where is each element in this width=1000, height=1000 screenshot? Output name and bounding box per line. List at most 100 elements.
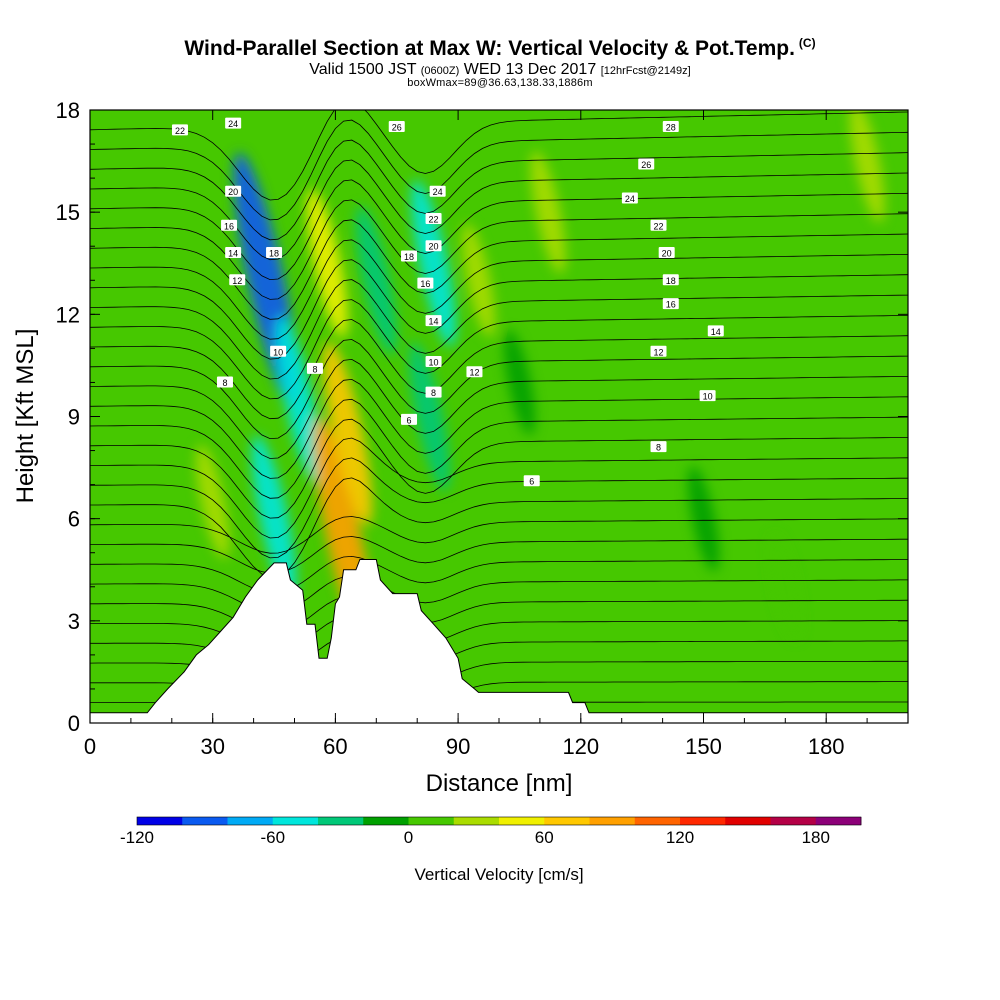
isentrope-line: [90, 358, 908, 459]
plot-area: 22 24 20 16 14 12 18 10 8 8 26 24 22 20 18 16 14 10 8 12 6 6 2…: [90, 110, 908, 723]
colorbar-swatch: [725, 817, 771, 825]
contour-label: 18: [401, 250, 418, 262]
isentrope-line: [90, 575, 908, 614]
colorbar-swatch: [408, 817, 455, 825]
colorbar-label: 180: [802, 828, 830, 847]
y-tick-label: 9: [68, 405, 80, 430]
velocity-feature-2: [276, 316, 321, 483]
isentrope-line: [90, 378, 908, 479]
contour-label-text: 12: [232, 276, 242, 286]
contour-label-text: 12: [469, 368, 479, 378]
colorbar-title: Vertical Velocity [cm/s]: [414, 865, 583, 884]
colorbar-swatch: [815, 817, 862, 825]
x-tick-label: 60: [323, 734, 347, 759]
contour-label: 10: [699, 390, 716, 402]
velocity-feature-15: [849, 110, 885, 223]
colorbar-swatch: [680, 817, 726, 825]
isentrope-line: [90, 457, 908, 559]
colorbar-swatch: [182, 817, 228, 825]
contour-label: 8: [216, 376, 233, 388]
velocity-feature-13: [687, 466, 720, 572]
velocity-feature-10: [503, 330, 536, 435]
contour-label: 26: [388, 121, 405, 133]
colorbar-swatch: [499, 817, 545, 825]
contour-label: 16: [662, 298, 679, 310]
contour-label: 18: [266, 247, 283, 259]
colorbar-swatch: [137, 817, 183, 825]
isentrope-line: [90, 595, 908, 634]
contour-label: 14: [707, 325, 724, 337]
x-tick-label: 120: [562, 734, 599, 759]
corner-tag: (C): [798, 36, 816, 50]
x-axis-label: Distance [nm]: [426, 770, 573, 797]
isentrope-line: [90, 516, 908, 554]
contour-label-text: 8: [222, 378, 227, 388]
x-tick-label: 180: [808, 734, 845, 759]
colorbar-label: 0: [404, 828, 413, 847]
chart-title-main: Wind-Parallel Section at Max W: Vertical…: [184, 37, 795, 60]
contour-label: 8: [650, 441, 667, 453]
isentrope-line: [90, 418, 908, 519]
contour-label-text: 22: [654, 221, 664, 231]
contour-label-text: 28: [666, 123, 676, 133]
contour-label-text: 8: [656, 443, 661, 453]
contour-label: 22: [650, 219, 667, 231]
valid-time: Valid 1500 JST: [309, 61, 417, 78]
contour-label-text: 14: [228, 249, 238, 259]
isentrope-line: [90, 119, 908, 221]
y-tick-label: 15: [56, 200, 80, 225]
colorbar-label: -60: [260, 828, 285, 847]
contour-label: 10: [270, 345, 287, 357]
isentrope-line: [90, 477, 908, 579]
contour-label: 12: [466, 366, 483, 378]
isentrope-line: [90, 239, 908, 340]
contour-label-text: 20: [662, 249, 672, 259]
y-axis-label: Height [Kft MSL]: [12, 329, 39, 504]
velocity-feature-3: [306, 188, 348, 338]
isentrope-line: [90, 555, 908, 594]
contour-label: 12: [229, 274, 246, 286]
contour-label-text: 10: [273, 347, 283, 357]
contour-label-text: 18: [269, 249, 279, 259]
contour-label-text: 22: [175, 126, 185, 136]
contour-label-text: 26: [392, 123, 402, 133]
isentrope-line: [90, 219, 908, 320]
contour-label: 10: [425, 356, 442, 368]
x-tick-label: 0: [84, 734, 96, 759]
isentrope-line: [90, 279, 908, 380]
contour-label: 8: [425, 386, 442, 398]
x-tick-label: 90: [446, 734, 470, 759]
contour-label-text: 16: [420, 279, 430, 289]
chart-subtitle: Valid 1500 JST (0600Z) WED 13 Dec 2017 […: [0, 61, 1000, 79]
colorbar-swatch: [363, 817, 409, 825]
colorbar-swatch: [634, 817, 681, 825]
contour-label: 6: [401, 413, 418, 425]
x-tick-label: 150: [685, 734, 722, 759]
contour-label: 12: [650, 345, 667, 357]
colorbar-label: 60: [535, 828, 554, 847]
contour-label-text: 26: [641, 160, 651, 170]
y-tick-label: 0: [68, 711, 80, 736]
contour-label: 26: [638, 158, 655, 170]
contour-label: 16: [221, 219, 238, 231]
potential-temperature-contours: [90, 110, 908, 723]
axes: Distance [nm] Height [Kft MSL] 0 30 60 90 12…: [12, 98, 909, 797]
contour-label-text: 14: [711, 327, 721, 337]
colorbar-swatch: [589, 817, 636, 825]
contour-label: 14: [225, 247, 242, 259]
colorbar-swatch: [272, 817, 319, 825]
colorbar-swatch: [453, 817, 500, 825]
contour-label-text: 16: [666, 300, 676, 310]
isentrope-line: [90, 319, 908, 420]
contour-label: 14: [425, 315, 442, 327]
isentrope-line: [90, 536, 908, 574]
contour-label-text: 16: [224, 221, 234, 231]
isentrope-line: [90, 159, 908, 261]
colorbar-swatch: [770, 817, 817, 825]
contour-label: 20: [658, 247, 675, 259]
contour-label: 6: [523, 475, 540, 487]
contour-label-text: 22: [429, 214, 439, 224]
contour-label-text: 10: [429, 358, 439, 368]
contour-labels: 22 24 20 16 14 12 18 10 8 8 26 24 22 20 18 16 14 10 8 12 6 6 2…: [171, 117, 724, 487]
